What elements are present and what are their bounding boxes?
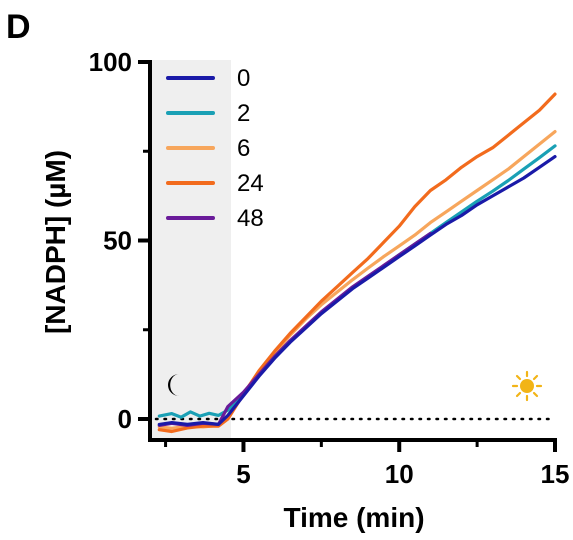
x-tick-label: 5 bbox=[236, 459, 250, 489]
series-layer bbox=[157, 92, 557, 434]
legend-label-48: 48 bbox=[237, 205, 264, 232]
panel-label: D bbox=[6, 8, 31, 46]
legend: 0 2 6 24 48 bbox=[166, 65, 264, 232]
legend-label-6: 6 bbox=[237, 135, 250, 162]
sun-icon bbox=[511, 370, 543, 402]
x-tick-label: 15 bbox=[541, 459, 570, 489]
dark-period-shading bbox=[152, 60, 231, 438]
moon-icon bbox=[168, 374, 179, 396]
y-axis-title: [NADPH] (µM) bbox=[40, 150, 71, 334]
y-tick-label: 50 bbox=[103, 226, 132, 256]
series-line-24 bbox=[157, 92, 557, 434]
series-line-0 bbox=[157, 155, 557, 426]
x-axis-title: Time (min) bbox=[283, 502, 424, 533]
axes: 0 50 100 5 10 15 bbox=[89, 47, 570, 489]
y-tick-label: 100 bbox=[89, 47, 132, 77]
x-tick-label: 10 bbox=[385, 459, 414, 489]
legend-label-24: 24 bbox=[237, 170, 264, 197]
x-ticks: 5 10 15 bbox=[164, 440, 570, 489]
legend-label-0: 0 bbox=[237, 65, 250, 92]
y-ticks: 0 50 100 bbox=[89, 47, 150, 434]
y-tick-label: 0 bbox=[118, 404, 132, 434]
legend-label-2: 2 bbox=[237, 100, 250, 127]
